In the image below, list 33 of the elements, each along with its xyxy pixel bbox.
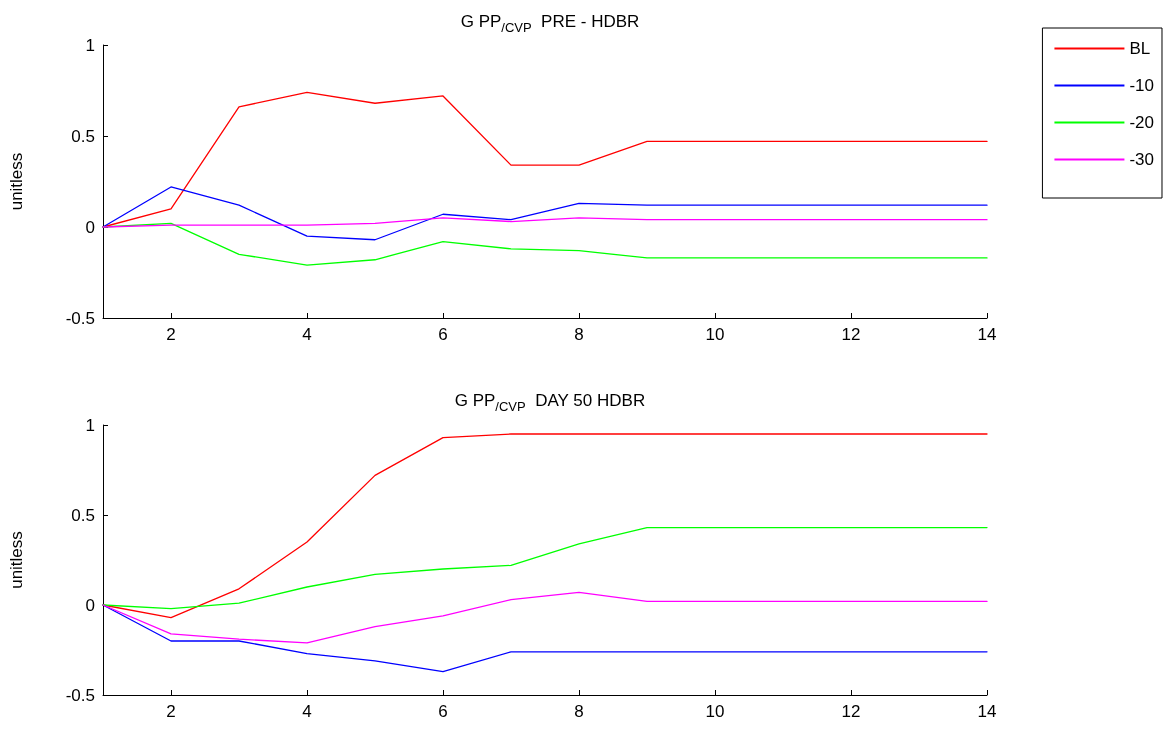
y-tick-label: -0.5: [65, 685, 95, 705]
x-tick-label: 14: [977, 325, 997, 344]
y-tick-label: 1: [85, 415, 95, 435]
y-tick-label: -0.5: [65, 308, 95, 328]
x-tick-label: 8: [574, 325, 584, 344]
legend-label: -10: [1129, 76, 1155, 95]
y-tick-label: 0: [85, 217, 95, 237]
x-tick-label: 6: [438, 325, 448, 344]
x-tick-label: 12: [841, 702, 861, 721]
legend-label: -30: [1129, 150, 1155, 169]
y-tick-label: 0.5: [71, 505, 95, 525]
line-series: [102, 186, 988, 241]
line-series: [102, 591, 988, 644]
x-tick-label: 4: [302, 702, 312, 721]
legend-label: BL: [1129, 39, 1151, 58]
x-tick-label: 4: [302, 325, 312, 344]
legend-label: -20: [1129, 113, 1155, 132]
x-tick-label: 2: [166, 325, 176, 344]
y-tick-label: 0.5: [71, 126, 95, 146]
x-tick-label: 2: [166, 702, 176, 721]
x-tick-label: 10: [705, 702, 725, 721]
line-series: [102, 217, 988, 228]
x-tick-label: 12: [841, 325, 861, 344]
line-series: [102, 526, 988, 610]
x-tick-label: 8: [574, 702, 584, 721]
x-tick-label: 10: [705, 325, 725, 344]
y-axis-title: unitless: [7, 531, 26, 589]
y-tick-label: 0: [85, 595, 95, 615]
y-axis-title: unitless: [7, 152, 26, 211]
x-tick-label: 6: [438, 702, 448, 721]
x-tick-label: 14: [977, 702, 997, 721]
line-series: [102, 604, 988, 673]
y-tick-label: 1: [85, 35, 95, 55]
